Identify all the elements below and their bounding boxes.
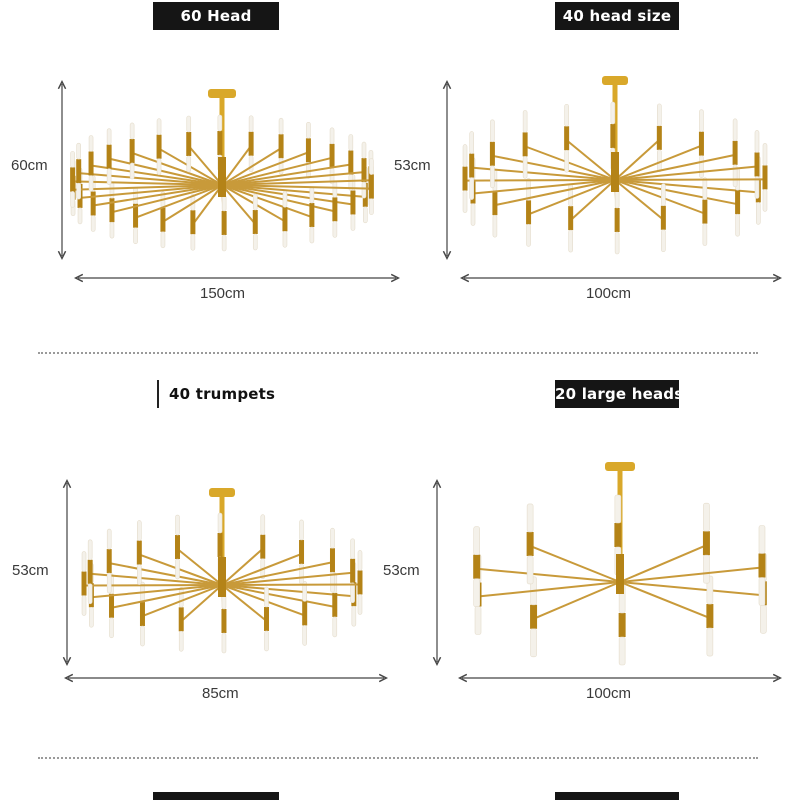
- next-label-left: [153, 792, 279, 800]
- width-dimension-20-large: 100cm: [586, 685, 632, 702]
- panel-label-40-head-size: 40 head size: [555, 2, 679, 30]
- chandelier-60-head: [70, 89, 374, 252]
- separator-top: [38, 352, 758, 354]
- panel-label-20-large-heads: 20 large heads: [555, 380, 683, 408]
- next-label-right: [555, 792, 679, 800]
- height-dimension-40-head: 53cm: [394, 157, 431, 174]
- width-dimension-40-trumpets: 85cm: [202, 685, 239, 702]
- chandelier-40-trumpets: [81, 488, 363, 654]
- chandelier-40-head: [462, 76, 768, 255]
- height-dimension-20-large: 53cm: [383, 562, 420, 579]
- panel-label-60-head: 60 Head: [153, 2, 279, 30]
- height-dimension-60-head: 60cm: [11, 157, 48, 174]
- width-dimension-40-head: 100cm: [586, 285, 632, 302]
- chandelier-20-large-heads: [473, 462, 767, 666]
- width-dimension-60-head: 150cm: [200, 285, 246, 302]
- panel-label-40-trumpets: 40 trumpets: [157, 380, 279, 408]
- separator-bottom: [38, 757, 758, 759]
- height-dimension-40-trumpets: 53cm: [12, 562, 49, 579]
